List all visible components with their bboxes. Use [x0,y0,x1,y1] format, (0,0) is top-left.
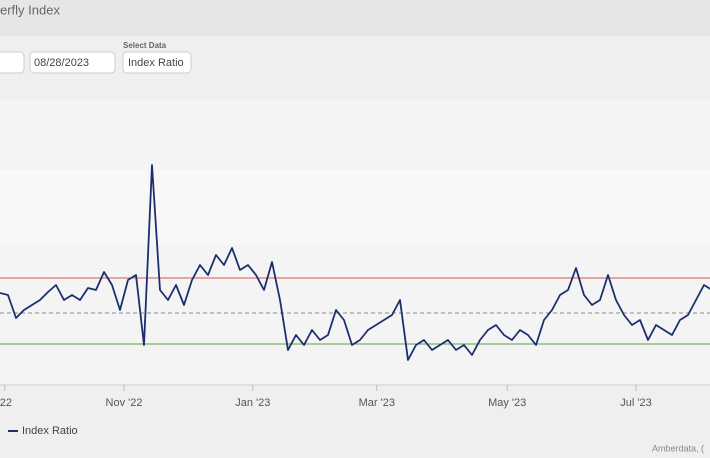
legend-label: Index Ratio [22,425,78,437]
start-date-input[interactable] [0,51,25,74]
x-tick-label: Nov '22 [106,397,143,409]
end-date-value: 08/28/2023 [34,57,89,69]
x-tick-label: Jul '23 [620,397,651,409]
x-tick-label: May '23 [488,397,526,409]
end-date-input[interactable] [29,51,116,74]
x-tick-label: Jan '23 [235,397,270,409]
header-bar [0,0,710,36]
data-line [0,164,710,361]
credits: Amberdata, ( [652,443,704,453]
select-value: Index Ratio [128,57,184,69]
select-label: Select Data [123,41,167,50]
plot-band [0,170,710,245]
x-tick-label: Mar '23 [359,397,395,409]
x-tick-label: '22 [0,397,12,409]
page-title: erfly Index [0,2,60,17]
select-dropdown[interactable] [122,51,192,74]
